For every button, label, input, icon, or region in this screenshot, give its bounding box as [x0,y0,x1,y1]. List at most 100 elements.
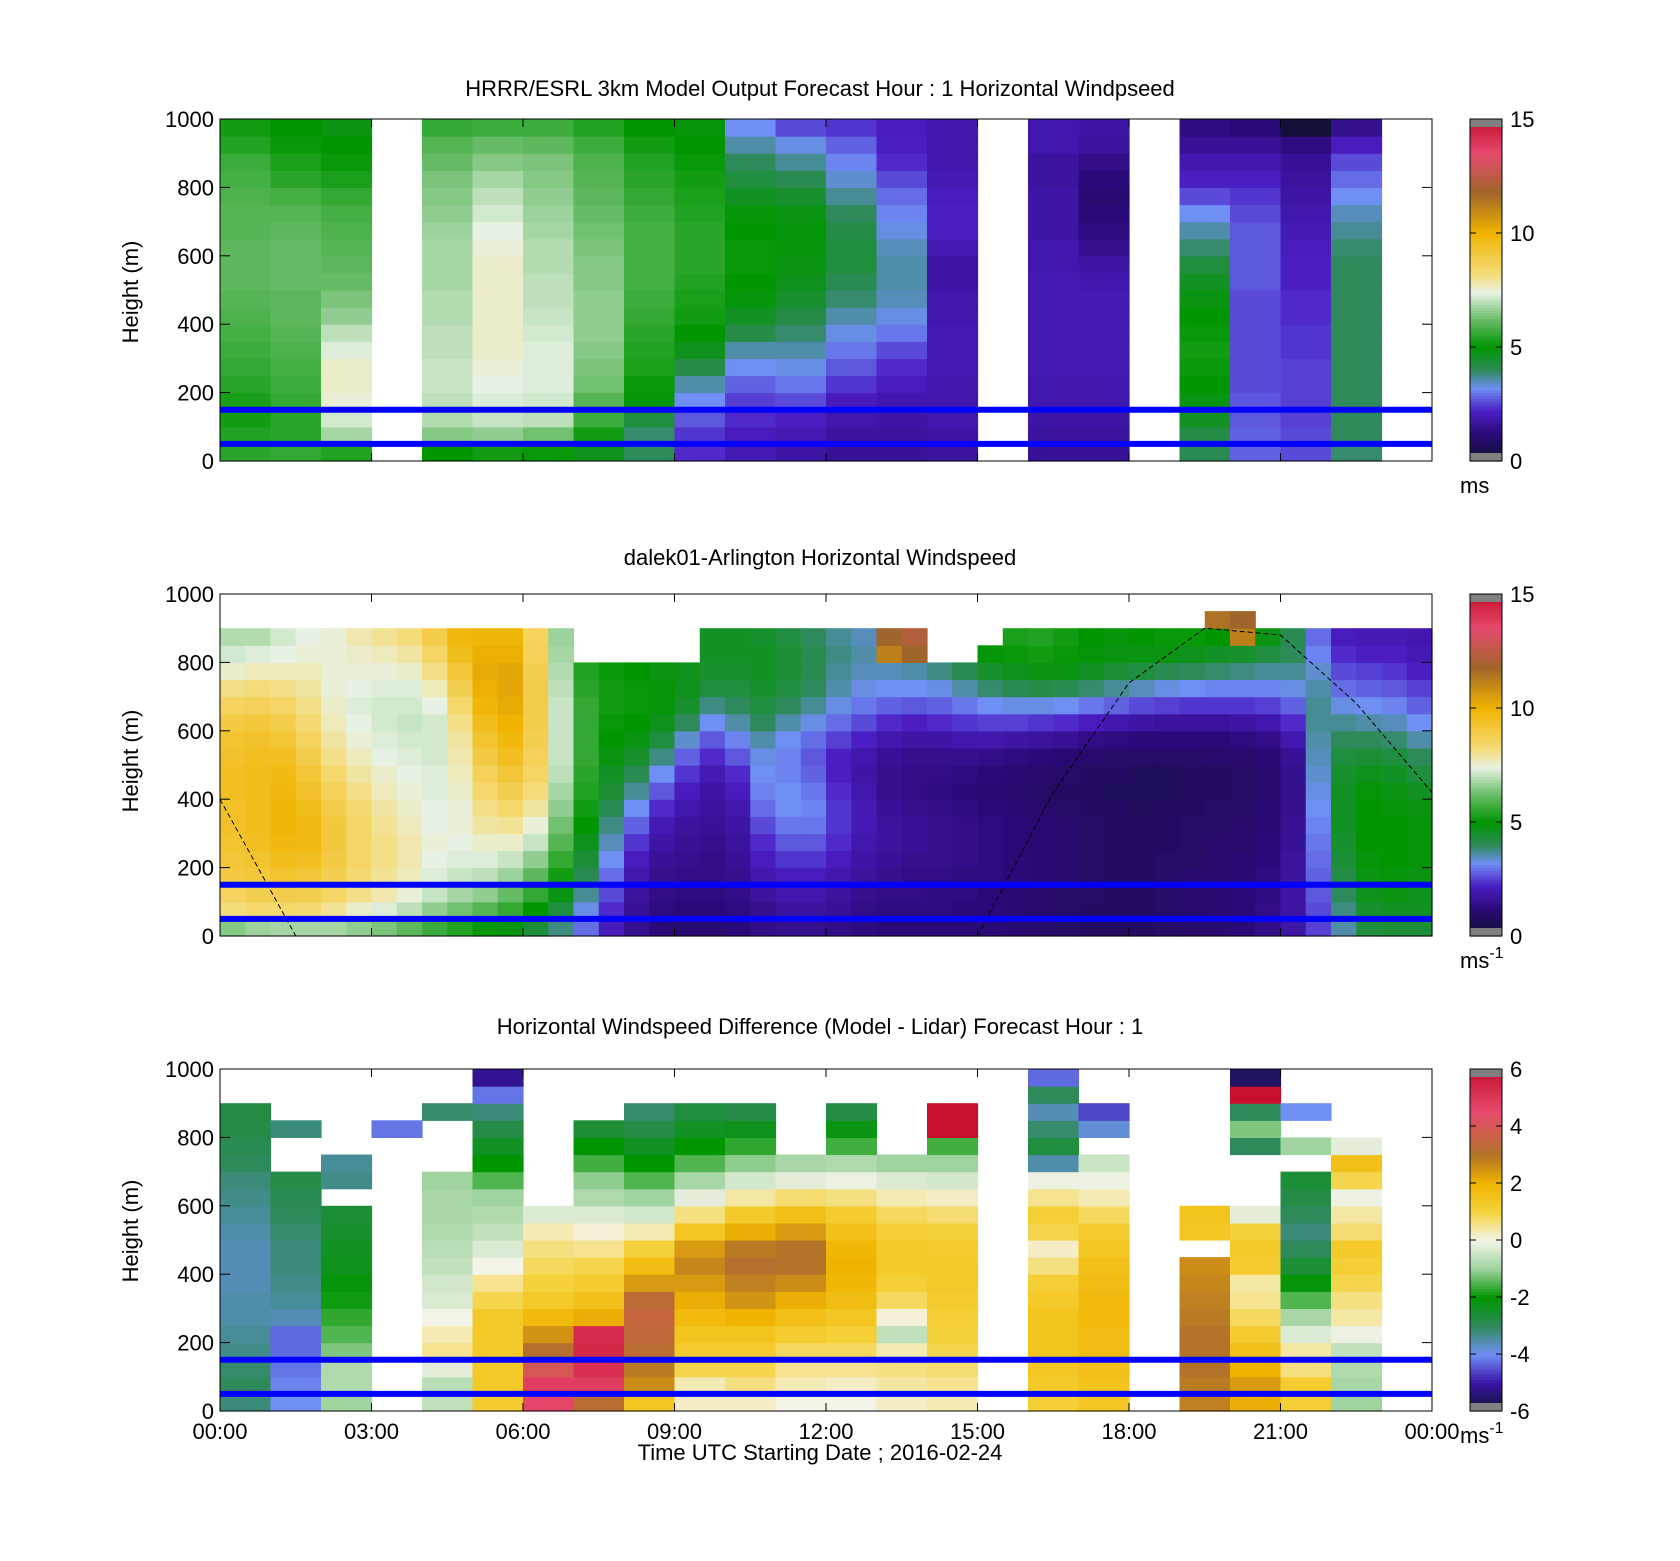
colorbar-tick-label: -6 [1510,1399,1530,1424]
heatmap-cell [321,1359,373,1378]
heatmap-cell [1230,747,1256,766]
heatmap-cell [447,816,474,834]
heatmap-cell [321,204,373,223]
colorbar-segment [1470,1254,1502,1258]
heatmap-cell [472,204,524,223]
heatmap-cell [1381,765,1408,783]
heatmap-cell [826,816,852,834]
heatmap-cell [270,1376,322,1395]
heatmap-cell [1028,628,1054,646]
heatmap-cell [876,816,903,834]
heatmap-cell [422,221,474,240]
heatmap-cell [1230,1274,1282,1292]
heatmap-cell [1078,119,1130,137]
heatmap-cell [725,426,777,445]
heatmap-cell [523,628,549,646]
heatmap-cell [548,850,575,869]
heatmap-cell [1078,918,1105,937]
heatmap-cell [624,1137,676,1156]
heatmap-cell [750,833,777,852]
heatmap-cell [1103,799,1130,817]
heatmap-cell [1280,221,1332,240]
heatmap-cell [497,628,524,646]
heatmap-cell [270,272,322,291]
heatmap-cell [1381,628,1408,646]
heatmap-cell [523,1257,575,1275]
heatmap-cell [1129,730,1155,749]
colorbar-segment [1470,1174,1502,1178]
heatmap-cell [927,1240,979,1258]
heatmap-cell [523,850,549,869]
heatmap-cell [775,290,827,308]
heatmap-cell [1331,324,1383,342]
colorbar-segment [1470,1399,1502,1404]
colorbar-segment [1470,713,1502,718]
heatmap-cell [624,850,650,869]
heatmap-cell [1230,119,1282,137]
heatmap-cell [1028,1359,1080,1378]
heatmap-cell [295,679,322,698]
heatmap-cell [1280,1274,1332,1292]
heatmap-cell [674,1205,726,1224]
colorbar-segment [1470,230,1502,234]
heatmap-cell [1028,645,1054,663]
heatmap-cell [422,307,474,325]
heatmap-cell [523,730,549,749]
heatmap-cell [447,628,474,646]
colorbar-segment [1470,176,1502,180]
colorbar-segment [1470,1188,1502,1193]
heatmap-cell [245,884,272,903]
heatmap-cell [1154,628,1181,646]
heatmap-cell [1255,867,1282,886]
heatmap-cell [1154,833,1181,852]
colorbar-segment [1470,722,1502,726]
heatmap-cell [220,119,272,137]
heatmap-cell [1053,901,1080,920]
heatmap-cell [624,662,650,681]
colorbar-segment [1470,716,1502,720]
heatmap-cell [977,765,1004,783]
heatmap-cell [1078,290,1130,308]
heatmap-cell [1280,1291,1332,1309]
heatmap-cell [295,713,322,732]
heatmap-cell [1280,1308,1332,1327]
colorbar-segment [1470,215,1502,220]
heatmap-cell [775,409,827,428]
heatmap-cell [422,119,474,137]
colorbar-segment [1470,233,1502,237]
colorbar-segment [1470,884,1502,889]
heatmap-cell [800,765,827,783]
heatmap-cell [321,324,373,342]
heatmap-cell [1331,696,1357,715]
heatmap-cell [876,747,903,766]
colorbar-segment [1470,1145,1502,1150]
heatmap-cell [346,765,373,783]
heatmap-cell [826,153,878,171]
colorbar-segment [1470,361,1502,365]
heatmap-cell [321,290,373,308]
heatmap-cell [1179,679,1206,698]
heatmap-cell [1255,696,1282,715]
heatmap-cell [472,170,524,188]
heatmap-cell [624,747,650,766]
heatmap-cell [624,307,676,325]
colorbar-segment [1470,1359,1502,1364]
heatmap-cell [270,884,297,903]
colorbar-segment [1470,1128,1502,1133]
heatmap-cell [1230,1342,1282,1361]
heatmap-cell [927,867,953,886]
heatmap-cell [1331,136,1383,154]
heatmap-cell [1129,747,1155,766]
heatmap-cell [674,1103,726,1121]
heatmap-cell [321,1240,373,1258]
colorbar-segment [1470,631,1502,635]
heatmap-cell [826,375,878,394]
heatmap-cell [598,782,625,800]
colorbar-segment [1470,136,1502,140]
heatmap-cell [800,679,827,698]
colorbar-segment [1470,344,1502,348]
heatmap-cell [1331,850,1357,869]
heatmap-cell [1230,221,1282,240]
heatmap-cell [573,747,600,766]
